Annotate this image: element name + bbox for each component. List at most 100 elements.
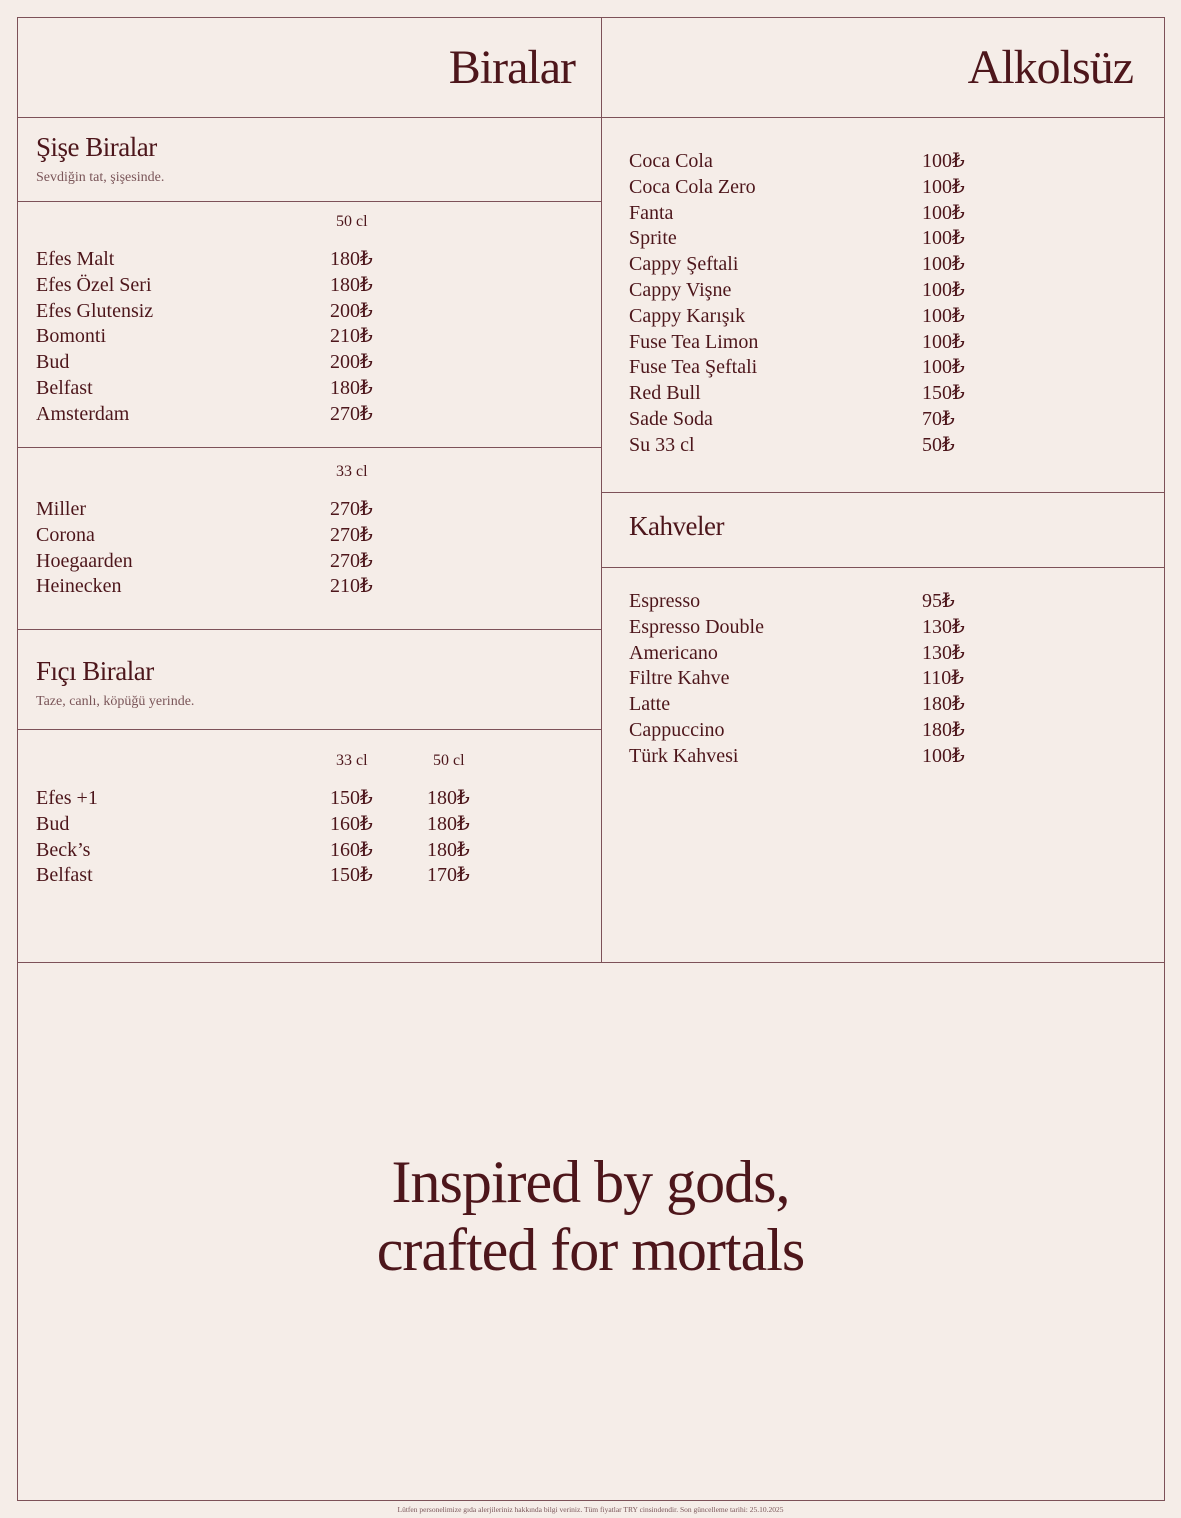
bottled-beers-subtitle: Sevdiğin tat, şişesinde. <box>36 170 165 185</box>
bottled-50cl-list: Efes Malt 180₺ Efes Özel Seri 180₺ Efes Glut… <box>36 247 536 428</box>
item-price-50cl: 180₺ <box>427 838 470 861</box>
item-price: 100₺ <box>922 150 965 172</box>
item-name: Miller <box>36 498 86 520</box>
coffee-list: Espresso 95₺ Espresso Double 130₺ Americano 1… <box>629 589 1129 770</box>
item-name: Filtre Kahve <box>629 667 730 690</box>
item-price: 100₺ <box>922 330 965 353</box>
item-price: 150₺ <box>922 382 965 405</box>
menu-item: Fanta 100₺ <box>629 201 1129 227</box>
menu-item: Sade Soda 70₺ <box>629 407 1129 433</box>
item-name: Efes Glutensiz <box>36 299 154 322</box>
tagline-line-1: Inspired by gods, <box>391 1149 791 1215</box>
item-price-50cl: 180₺ <box>427 812 470 835</box>
menu-item: Miller 270₺ <box>36 497 536 523</box>
item-price: 270₺ <box>330 498 373 520</box>
item-price: 100₺ <box>922 744 965 767</box>
item-name: Su 33 cl <box>629 433 695 456</box>
soft-drinks-list: Coca Cola 100₺ Coca Cola Zero 100₺ Fanta 100₺… <box>629 149 1129 459</box>
item-price-50cl: 180₺ <box>427 787 470 809</box>
column-header-50cl: 50 cl <box>433 752 465 769</box>
item-name: Espresso Double <box>629 615 764 638</box>
divider <box>601 567 1165 568</box>
tagline-line-2: crafted for mortals <box>376 1217 805 1283</box>
item-name: Türk Kahvesi <box>629 744 739 767</box>
menu-item: Cappy Vişne 100₺ <box>629 278 1129 304</box>
menu-item: Filtre Kahve 110₺ <box>629 666 1129 692</box>
item-price: 150₺ <box>330 864 373 887</box>
item-price: 180₺ <box>330 376 373 399</box>
menu-item: Amsterdam 270₺ <box>36 402 536 428</box>
menu-item: Efes Özel Seri 180₺ <box>36 273 536 299</box>
menu-item: Fuse Tea Şeftali 100₺ <box>629 355 1129 381</box>
menu-item: Bud 160₺ 180₺ <box>36 812 536 838</box>
divider <box>17 729 601 730</box>
divider <box>17 629 601 630</box>
item-price: 270₺ <box>330 549 373 572</box>
item-name: Belfast <box>36 864 93 887</box>
frame-top <box>17 17 1165 18</box>
item-price: 200₺ <box>330 299 373 322</box>
item-name: Beck’s <box>36 838 91 861</box>
menu-item: Efes Malt 180₺ <box>36 247 536 273</box>
menu-item: Fuse Tea Limon 100₺ <box>629 330 1129 356</box>
item-name: Fuse Tea Limon <box>629 330 759 353</box>
divider <box>601 492 1165 493</box>
column-header: 33 cl <box>336 463 368 480</box>
menu-item: Espresso 95₺ <box>629 589 1129 615</box>
menu-item: Türk Kahvesi 100₺ <box>629 744 1129 770</box>
item-name: Fanta <box>629 201 674 224</box>
item-price: 210₺ <box>330 575 373 598</box>
menu-item: Bomonti 210₺ <box>36 324 536 350</box>
menu-item: Coca Cola Zero 100₺ <box>629 175 1129 201</box>
beers-title: Biralar <box>448 41 576 94</box>
column-divider <box>601 17 602 963</box>
item-price: 100₺ <box>922 201 965 224</box>
item-price: 180₺ <box>330 273 373 296</box>
item-price: 100₺ <box>922 278 965 301</box>
menu-item: Americano 130₺ <box>629 641 1129 667</box>
item-price: 200₺ <box>330 351 373 374</box>
item-price: 270₺ <box>330 402 373 425</box>
coffee-heading: Kahveler <box>629 511 724 541</box>
divider <box>17 962 1165 963</box>
item-name: Cappy Karışık <box>629 304 746 327</box>
divider <box>17 447 601 448</box>
column-header: 50 cl <box>336 213 368 230</box>
item-price: 100₺ <box>922 227 965 250</box>
item-price: 50₺ <box>922 433 955 456</box>
item-name: Red Bull <box>629 382 701 405</box>
item-name: Coca Cola <box>629 150 713 172</box>
item-name: Fuse Tea Şeftali <box>629 356 758 379</box>
menu-item: Corona 270₺ <box>36 523 536 549</box>
item-price: 100₺ <box>922 356 965 379</box>
item-name: Efes Özel Seri <box>36 273 152 296</box>
menu-item: Belfast 180₺ <box>36 376 536 402</box>
menu-item: Espresso Double 130₺ <box>629 615 1129 641</box>
menu-item: Cappy Şeftali 100₺ <box>629 252 1129 278</box>
item-name: Cappy Şeftali <box>629 253 739 276</box>
menu-item: Bud 200₺ <box>36 350 536 376</box>
item-name: Efes +1 <box>36 787 98 809</box>
tagline: Inspired by gods, crafted for mortals <box>0 1148 1181 1284</box>
menu-item: Belfast 150₺ 170₺ <box>36 863 536 889</box>
menu-item: Efes +1 150₺ 180₺ <box>36 786 536 812</box>
column-header-33cl: 33 cl <box>336 752 368 769</box>
frame-bottom <box>17 1500 1165 1501</box>
draft-beers-subtitle: Taze, canlı, köpüğü yerinde. <box>36 694 195 709</box>
menu-item: Beck’s 160₺ 180₺ <box>36 838 536 864</box>
menu-item: Coca Cola 100₺ <box>629 149 1129 175</box>
item-price: 130₺ <box>922 641 965 664</box>
item-price-50cl: 170₺ <box>427 864 470 887</box>
menu-item: Red Bull 150₺ <box>629 381 1129 407</box>
bottled-33cl-list: Miller 270₺ Corona 270₺ Hoegaarden 270₺ Heinec… <box>36 497 536 600</box>
item-name: Sprite <box>629 227 677 250</box>
draft-beers-heading: Fıçı Biralar <box>36 656 154 686</box>
soft-drinks-title: Alkolsüz <box>967 41 1134 94</box>
item-name: Cappuccino <box>629 718 725 741</box>
item-price: 210₺ <box>330 325 373 348</box>
item-name: Americano <box>629 641 718 664</box>
item-name: Coca Cola Zero <box>629 175 756 198</box>
frame-right <box>1164 17 1165 1501</box>
item-price: 110₺ <box>922 667 964 690</box>
item-price: 95₺ <box>922 590 955 612</box>
